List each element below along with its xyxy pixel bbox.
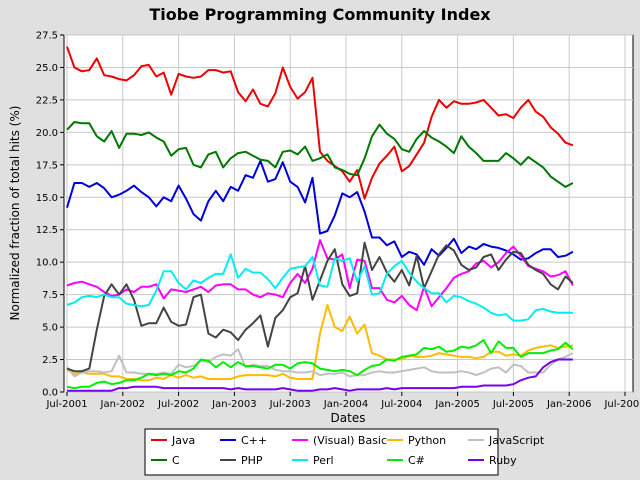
x-axis-label: Dates xyxy=(331,411,366,425)
y-tick-label: 5.0 xyxy=(42,323,58,334)
legend-box xyxy=(144,428,499,476)
x-tick-label: Jul-2004 xyxy=(380,399,422,410)
y-axis-label: Normalized fraction of total hits (%) xyxy=(8,106,22,321)
y-tick-label: 15.0 xyxy=(36,193,58,204)
legend: Java C++ (Visual) Basic Python JavaScript C PH… xyxy=(151,434,545,467)
y-tick-label: 27.5 xyxy=(36,31,58,42)
series-line-c xyxy=(66,159,574,266)
legend-label: Java xyxy=(171,434,195,447)
y-tick-label: 20.0 xyxy=(36,128,58,139)
y-tick-label: 12.5 xyxy=(36,225,58,236)
legend-label: PHP xyxy=(241,454,263,467)
legend-label: (Visual) Basic xyxy=(313,434,387,447)
y-tick-label: 17.5 xyxy=(36,160,58,171)
series-line-php xyxy=(66,241,574,373)
series-line-c xyxy=(66,121,574,188)
legend-label: JavaScript xyxy=(488,434,545,447)
x-tick-label: Jan-2005 xyxy=(434,399,479,410)
x-axis: Jul-2001 Jan-2002 Jul-2002 Jan-2003 Jul-2003… xyxy=(45,392,640,410)
plot-area xyxy=(63,34,634,393)
x-tick-label: Jul-2003 xyxy=(269,399,311,410)
legend-label: Python xyxy=(408,434,446,447)
grid xyxy=(64,34,633,393)
x-tick-label: Jul-2002 xyxy=(157,399,199,410)
x-tick-label: Jul-2001 xyxy=(45,399,87,410)
y-tick-label: 22.5 xyxy=(36,95,58,106)
y-tick-label: 0.0 xyxy=(42,388,58,399)
chart-title: Tiobe Programming Community Index xyxy=(149,5,491,24)
y-tick-label: 2.5 xyxy=(42,355,58,366)
series-line-java xyxy=(66,46,574,200)
series-line-c xyxy=(66,339,574,390)
y-tick-label: 10.0 xyxy=(36,258,58,269)
x-tick-label: Jan-2006 xyxy=(546,399,591,410)
legend-label: Perl xyxy=(313,454,334,467)
x-tick-label: Jul-2006 xyxy=(603,399,640,410)
y-tick-label: 7.5 xyxy=(42,290,58,301)
series-lines xyxy=(66,46,574,392)
x-tick-label: Jan-2004 xyxy=(323,399,368,410)
series-line-perl xyxy=(66,253,573,322)
legend-label: Ruby xyxy=(489,454,517,467)
x-tick-label: Jan-2003 xyxy=(211,399,256,410)
x-tick-label: Jan-2002 xyxy=(100,399,145,410)
y-axis: 0.0 2.5 5.0 7.5 10.0 12.5 15.0 17.5 20.0 22.5 25.0… xyxy=(36,31,64,399)
legend-label: C xyxy=(172,454,180,467)
legend-label: C# xyxy=(408,454,425,467)
series-line-python xyxy=(66,304,574,382)
y-tick-label: 25.0 xyxy=(36,63,58,74)
series-line-ruby xyxy=(67,358,573,392)
x-tick-label: Jul-2005 xyxy=(492,399,534,410)
series-line-visual-basic xyxy=(66,239,574,312)
legend-label: C++ xyxy=(241,434,267,447)
